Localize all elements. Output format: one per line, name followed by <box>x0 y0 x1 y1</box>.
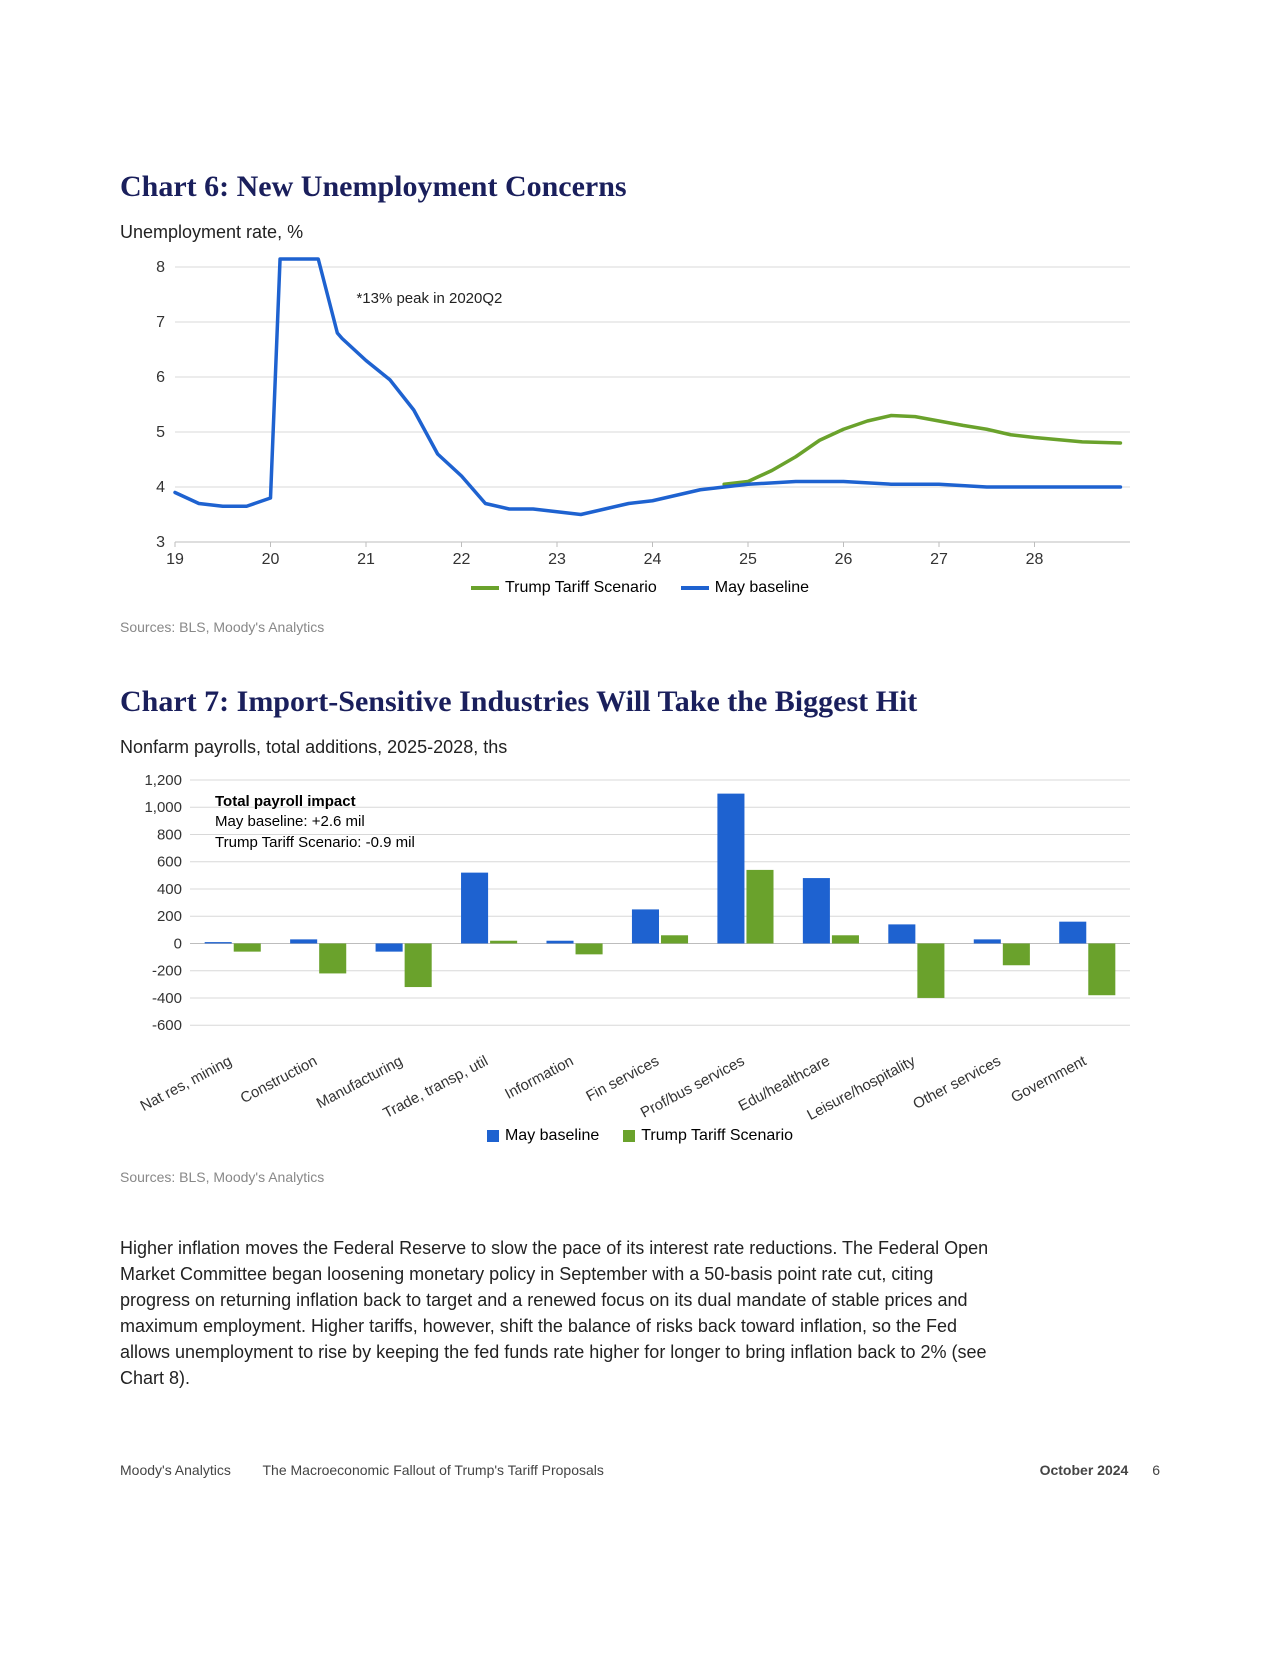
chart7-legend: May baselineTrump Tariff Scenario <box>120 1127 1160 1147</box>
footer-org: Moody's Analytics <box>120 1462 231 1478</box>
chart7-title: Chart 7: Import-Sensitive Industries Wil… <box>120 685 1160 719</box>
svg-text:25: 25 <box>739 551 757 568</box>
svg-text:26: 26 <box>835 551 853 568</box>
chart6-plot: 3 4 5 6 7 8 19 20 21 22 23 24 25 26 27 28 *13% peak in 2… <box>120 257 1160 597</box>
footer-date: October 2024 <box>1040 1462 1129 1478</box>
svg-text:5: 5 <box>156 424 165 441</box>
chart7-plot: -600-400-20002004006008001,0001,200Nat r… <box>120 772 1160 1057</box>
svg-text:19: 19 <box>166 551 184 568</box>
svg-text:23: 23 <box>548 551 566 568</box>
svg-text:3: 3 <box>156 534 165 551</box>
svg-text:-400: -400 <box>152 990 182 1007</box>
body-paragraph: Higher inflation moves the Federal Reser… <box>120 1235 1000 1392</box>
svg-text:200: 200 <box>157 908 182 925</box>
footer-page-number: 6 <box>1152 1462 1160 1478</box>
chart7-subtitle: Nonfarm payrolls, total additions, 2025-… <box>120 737 1160 758</box>
svg-text:-600: -600 <box>152 1017 182 1034</box>
svg-text:8: 8 <box>156 259 165 276</box>
svg-text:21: 21 <box>357 551 375 568</box>
svg-text:28: 28 <box>1026 551 1044 568</box>
chart6-title: Chart 6: New Unemployment Concerns <box>120 170 1160 204</box>
svg-text:7: 7 <box>156 314 165 331</box>
svg-text:0: 0 <box>174 935 182 952</box>
svg-text:6: 6 <box>156 369 165 386</box>
chart6-legend: Trump Tariff ScenarioMay baseline <box>120 577 1160 597</box>
svg-text:800: 800 <box>157 826 182 843</box>
svg-text:-200: -200 <box>152 963 182 980</box>
svg-text:*13% peak in 2020Q2: *13% peak in 2020Q2 <box>356 290 502 307</box>
svg-text:1,200: 1,200 <box>144 772 182 789</box>
chart7-annotation: Total payroll impact May baseline: +2.6 … <box>215 792 415 853</box>
svg-text:24: 24 <box>644 551 662 568</box>
footer-doc: The Macroeconomic Fallout of Trump's Tar… <box>262 1462 603 1478</box>
svg-text:22: 22 <box>453 551 471 568</box>
page-footer: Moody's Analytics The Macroeconomic Fall… <box>120 1462 1160 1478</box>
chart6-sources: Sources: BLS, Moody's Analytics <box>120 619 1160 635</box>
svg-text:4: 4 <box>156 479 165 496</box>
svg-text:400: 400 <box>157 881 182 898</box>
svg-text:20: 20 <box>262 551 280 568</box>
svg-text:600: 600 <box>157 854 182 871</box>
chart7-sources: Sources: BLS, Moody's Analytics <box>120 1169 1160 1185</box>
svg-text:1,000: 1,000 <box>144 799 182 816</box>
chart6-subtitle: Unemployment rate, % <box>120 222 1160 243</box>
svg-text:27: 27 <box>930 551 948 568</box>
